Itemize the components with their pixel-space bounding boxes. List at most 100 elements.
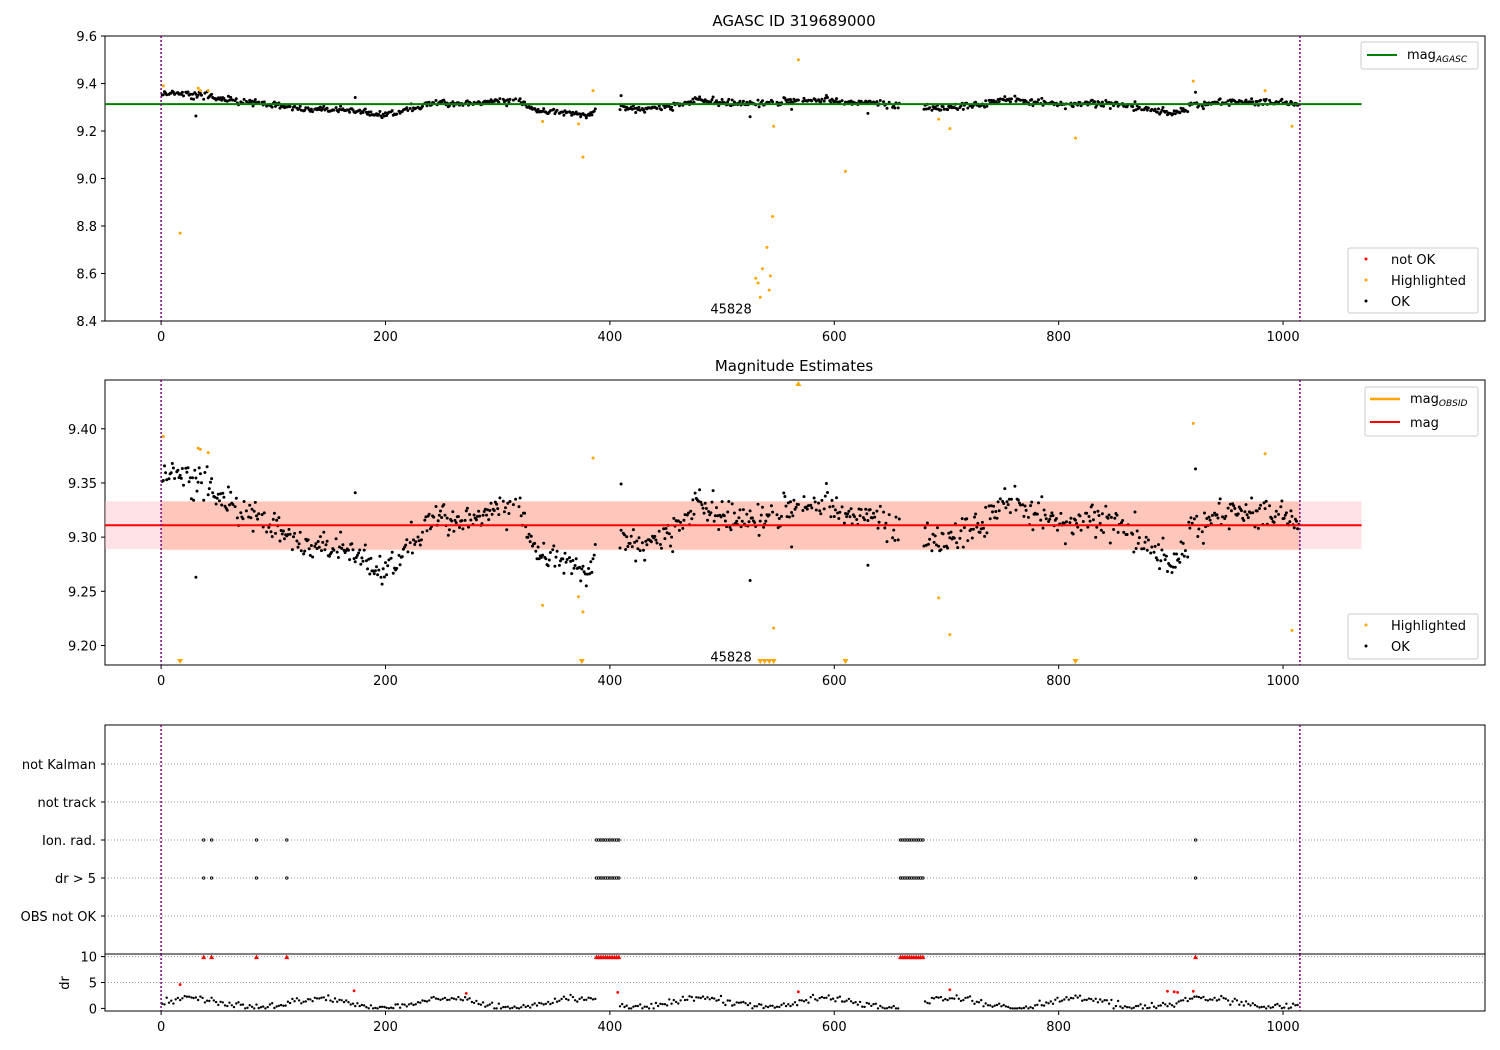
- ok-point: [262, 100, 266, 104]
- ok-point: [1037, 501, 1040, 505]
- dr-point: [315, 997, 319, 1000]
- dr-point: [1260, 1005, 1263, 1009]
- dr-point: [739, 1001, 743, 1004]
- dr-point: [181, 997, 184, 1000]
- ok-point: [976, 521, 980, 525]
- ok-point: [753, 521, 757, 524]
- y-tick-label: 8.8: [76, 220, 97, 235]
- highlighted-point: [1263, 89, 1267, 93]
- dr-point: [809, 996, 812, 999]
- ok-point: [759, 513, 763, 517]
- flag-label: dr > 5: [55, 872, 96, 887]
- ok-point: [690, 517, 694, 521]
- ok-point: [710, 98, 714, 102]
- ok-point: [161, 479, 165, 482]
- dr-point: [773, 1006, 776, 1009]
- dr-point: [250, 1005, 254, 1008]
- y-tick-label: 9.25: [68, 585, 97, 600]
- ok-point: [203, 471, 207, 474]
- highlighted-point: [206, 89, 210, 93]
- ok-point: [306, 538, 310, 542]
- dr-point: [820, 995, 824, 999]
- ok-point: [408, 106, 412, 110]
- ok-point: [812, 496, 816, 500]
- dr-point: [569, 993, 572, 997]
- ok-point: [452, 529, 456, 533]
- ok-point: [720, 500, 724, 504]
- ok-point: [700, 503, 704, 507]
- ok-point: [1179, 106, 1183, 110]
- ok-point: [1037, 98, 1040, 102]
- ok-point: [369, 556, 373, 560]
- ok-point: [536, 545, 540, 549]
- ok-point: [260, 513, 264, 517]
- dr-point: [1289, 1006, 1293, 1009]
- ok-point: [866, 519, 870, 522]
- dr-point: [1161, 1001, 1165, 1005]
- ok-point: [875, 100, 879, 104]
- dr-point: [1157, 1004, 1160, 1007]
- ok-point: [1203, 511, 1206, 515]
- dr-point: [1130, 1007, 1133, 1010]
- ok-point: [1162, 553, 1166, 557]
- dr-point: [724, 1003, 727, 1007]
- ok-point: [1026, 515, 1030, 519]
- ok-point: [548, 551, 552, 554]
- ok-point: [1047, 520, 1051, 523]
- dr-point: [928, 1002, 931, 1005]
- highlighted-point: [765, 245, 769, 249]
- dr-point: [1265, 1007, 1268, 1010]
- dr-point: [840, 1000, 844, 1003]
- dr-point: [385, 1006, 388, 1009]
- ok-point: [745, 100, 749, 104]
- ok-point: [286, 533, 290, 537]
- ok-point: [465, 99, 469, 103]
- ok-point: [1201, 541, 1205, 545]
- ok-point: [405, 106, 409, 110]
- dr-point: [1116, 999, 1120, 1003]
- highlighted-point: [161, 84, 165, 88]
- dr-point: [852, 1001, 855, 1005]
- dr-point: [1193, 995, 1196, 998]
- dr-point: [264, 1007, 267, 1010]
- dr-point: [1119, 1005, 1122, 1008]
- dr-point: [1051, 1002, 1055, 1005]
- dr-point: [1247, 1002, 1250, 1006]
- ok-point: [866, 111, 870, 115]
- ok-point: [729, 528, 733, 532]
- ok-point: [198, 472, 202, 476]
- dr-point: [793, 1001, 797, 1004]
- ok-point: [272, 100, 276, 104]
- legend-highlighted-2: Highlighted: [1391, 619, 1466, 634]
- ok-point: [1146, 538, 1150, 542]
- ok-point: [267, 525, 271, 529]
- ok-point: [712, 519, 716, 523]
- ok-point: [983, 105, 987, 109]
- dr-point: [547, 1000, 550, 1004]
- ok-point: [726, 510, 730, 514]
- dr-point: [838, 995, 842, 998]
- dr-point: [1222, 996, 1225, 1000]
- ok-point: [385, 573, 389, 577]
- ok-point: [410, 109, 414, 113]
- ok-point: [537, 557, 541, 561]
- ok-point: [761, 99, 764, 103]
- ok-point: [478, 514, 482, 518]
- ok-point: [885, 106, 889, 110]
- ok-point: [1159, 559, 1163, 563]
- ok-point: [626, 545, 630, 548]
- ok-point: [997, 509, 1001, 513]
- ok-point: [884, 521, 888, 525]
- dr-point: [266, 1005, 269, 1009]
- ok-point: [298, 104, 302, 108]
- ok-point: [292, 535, 295, 539]
- dr-point: [1045, 1001, 1048, 1004]
- dr-point: [1054, 998, 1057, 1001]
- highlighted-point: [591, 456, 595, 460]
- ok-point: [548, 109, 552, 113]
- ok-point: [386, 564, 390, 568]
- dr-point: [625, 1004, 628, 1007]
- ok-point: [281, 529, 285, 533]
- dr-point: [982, 1005, 985, 1008]
- ok-point: [502, 510, 506, 514]
